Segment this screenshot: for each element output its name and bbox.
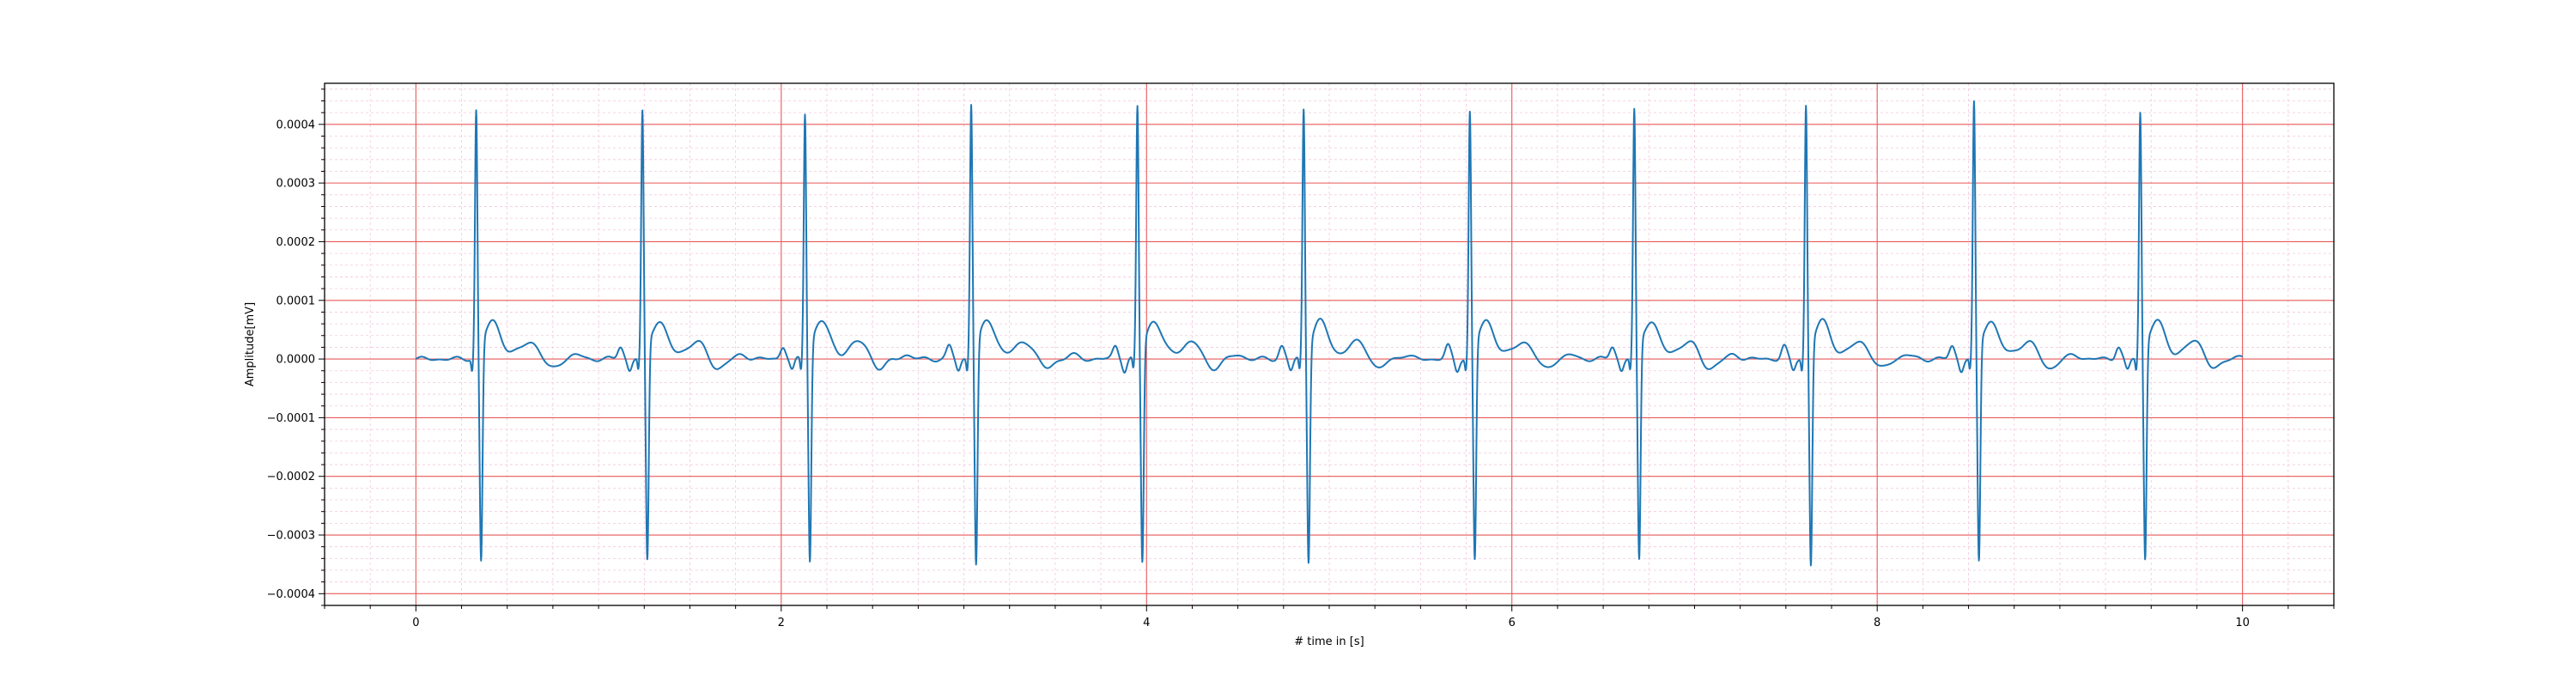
y-tick-label: −0.0001 [267, 412, 315, 425]
y-tick-label: 0.0003 [276, 178, 316, 191]
y-tick-label: −0.0003 [267, 530, 315, 543]
x-tick-label: 6 [1509, 617, 1516, 629]
x-tick-label: 2 [778, 617, 785, 629]
y-tick-label: 0.0002 [276, 236, 316, 249]
x-tick-label: 0 [412, 617, 419, 629]
y-tick-label: −0.0004 [267, 588, 315, 601]
major-grid [325, 83, 2334, 605]
x-tick-label: 4 [1143, 617, 1150, 629]
y-axis-label: Amplitude[mV] [244, 302, 257, 386]
ecg-series-line [415, 100, 2244, 567]
minor-grid [324, 83, 2335, 606]
x-tick-label: 8 [1874, 617, 1880, 629]
y-tick-label: 0.0004 [276, 119, 316, 131]
x-axis-ticks: 0 2 4 6 8 10 [324, 605, 2335, 629]
x-axis-label: # time in [s] [1294, 635, 1364, 648]
x-tick-label: 10 [2235, 617, 2250, 629]
y-axis-ticks: −0.0004 −0.0003 −0.0002 −0.0001 0.0000 0.0001… [267, 88, 325, 606]
y-tick-label: 0.0001 [276, 295, 316, 307]
y-tick-label: −0.0002 [267, 471, 315, 483]
y-tick-label: 0.0000 [276, 354, 316, 367]
